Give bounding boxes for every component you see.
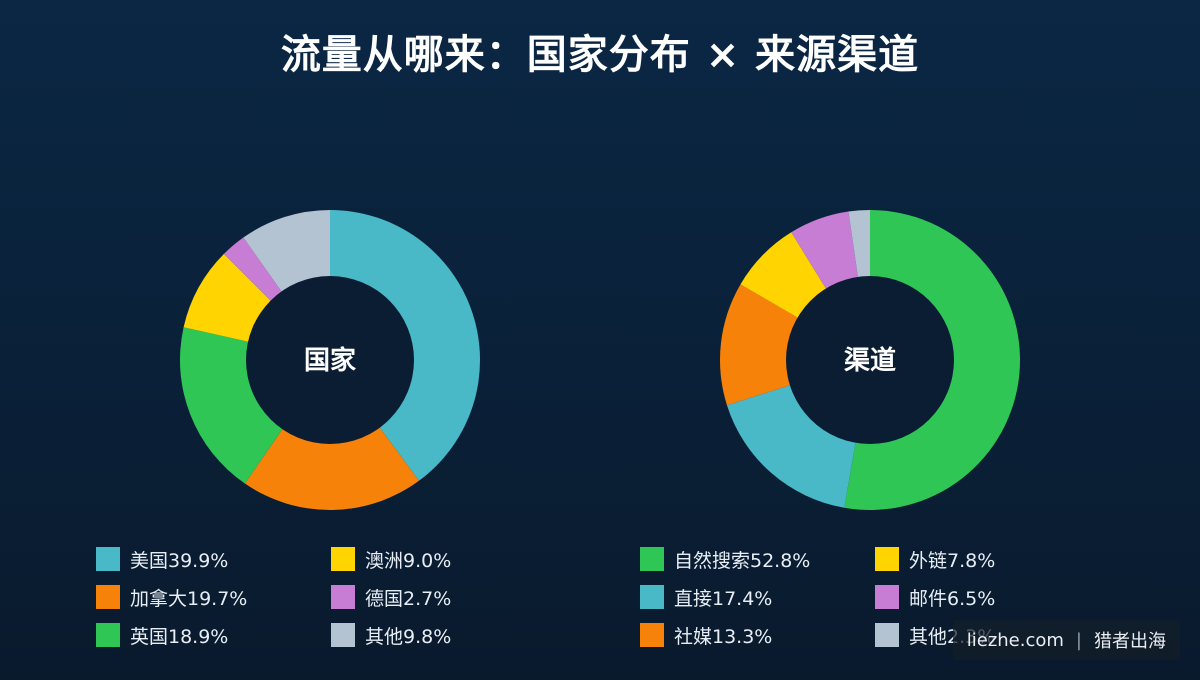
chart-1-legend-item-3: 外链7.8% (875, 540, 1110, 578)
chart-0-legend-label-2: 英国18.9% (130, 625, 229, 648)
chart-1-legend-swatch-5 (875, 623, 899, 647)
chart-0-legend-swatch-0 (96, 547, 120, 571)
watermark-site: liezhe.com (966, 629, 1064, 651)
chart-0-legend-label-3: 澳洲9.0% (365, 549, 452, 572)
chart-0-legend-item-5: 其他9.8% (331, 616, 566, 654)
channel-legend: 自然搜索52.8%直接17.4%社媒13.3%外链7.8%邮件6.5%其他2.3… (640, 540, 1110, 654)
watermark-separator: | (1075, 629, 1082, 651)
chart-1-donut-hole (786, 276, 954, 444)
chart-0-legend-swatch-1 (96, 585, 120, 609)
chart-1-legend-label-1: 直接17.4% (674, 587, 773, 610)
chart-0-legend-swatch-3 (331, 547, 355, 571)
chart-1-legend-label-2: 社媒13.3% (674, 625, 773, 648)
chart-1-legend-swatch-3 (875, 547, 899, 571)
watermark-brand: 猎者出海 (1094, 631, 1166, 652)
chart-1-legend-swatch-1 (640, 585, 664, 609)
chart-1-legend-swatch-0 (640, 547, 664, 571)
chart-1-legend-item-1: 直接17.4% (640, 578, 875, 616)
chart-0-legend-swatch-4 (331, 585, 355, 609)
chart-0-legend-item-1: 加拿大19.7% (96, 578, 331, 616)
chart-1-legend-swatch-2 (640, 623, 664, 647)
chart-1-legend-swatch-4 (875, 585, 899, 609)
chart-0-legend-swatch-5 (331, 623, 355, 647)
chart-0-donut-hole (246, 276, 414, 444)
chart-0-legend-label-0: 美国39.9% (130, 549, 229, 572)
chart-1-legend-label-3: 外链7.8% (909, 549, 996, 572)
chart-1-center-label: 渠道 (844, 345, 896, 376)
chart-1-legend-item-2: 社媒13.3% (640, 616, 875, 654)
country-legend: 美国39.9% 加拿大19.7% 英国18.9% 澳洲9.0% 德国2.7% 其他9.8% (96, 540, 566, 654)
watermark: liezhe.com | 猎者出海 (952, 620, 1180, 660)
chart-1-legend-label-0: 自然搜索52.8% (674, 549, 811, 572)
chart-0-legend-item-2: 英国18.9% (96, 616, 331, 654)
chart-1-legend-label-4: 邮件6.5% (909, 587, 996, 610)
chart-1-legend-item-4: 邮件6.5% (875, 578, 1110, 616)
chart-0-center-label: 国家 (304, 345, 356, 376)
chart-0-legend-label-1: 加拿大19.7% (130, 587, 248, 610)
chart-0-legend-item-0: 美国39.9% (96, 540, 331, 578)
chart-0-legend-label-5: 其他9.8% (365, 625, 452, 648)
chart-0-legend-item-3: 澳洲9.0% (331, 540, 566, 578)
chart-0-legend-label-4: 德国2.7% (365, 587, 452, 610)
chart-1-legend-item-0: 自然搜索52.8% (640, 540, 875, 578)
chart-title: 流量从哪来：国家分布 × 来源渠道 (280, 32, 920, 78)
chart-0-legend-item-4: 德国2.7% (331, 578, 566, 616)
chart-0-legend-swatch-2 (96, 623, 120, 647)
